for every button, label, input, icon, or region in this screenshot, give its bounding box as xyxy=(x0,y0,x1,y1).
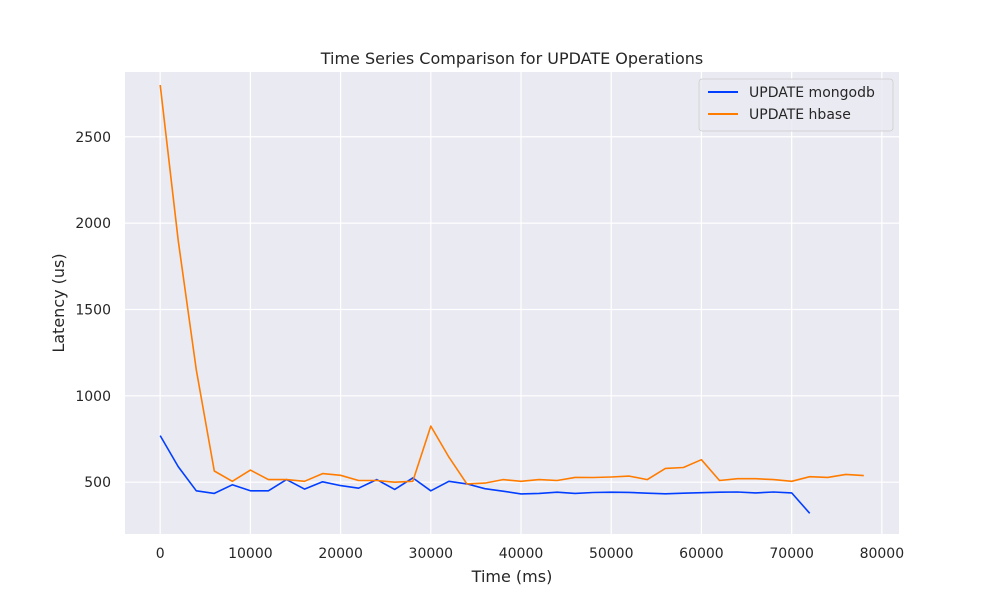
x-tick-label: 60000 xyxy=(679,546,724,562)
series-line-mongodb xyxy=(159,435,811,514)
y-tick-label: 500 xyxy=(84,475,111,491)
x-axis-label: Time (ms) xyxy=(471,567,553,586)
plot-area xyxy=(125,72,899,534)
x-tick-label: 10000 xyxy=(228,546,273,562)
legend-label-mongodb: UPDATE mongodb xyxy=(749,85,875,101)
y-tick-label: 2500 xyxy=(75,130,111,146)
legend-box xyxy=(698,78,894,132)
tick-labels: 0 10000 20000 30000 40000 50000 60000 70000 8000… xyxy=(75,130,904,562)
x-tick-label: 30000 xyxy=(409,546,454,562)
x-tick-label: 0 xyxy=(156,546,165,562)
x-tick-label: 70000 xyxy=(769,546,814,562)
y-tick-label: 1500 xyxy=(75,302,111,318)
y-tick-label: 2000 xyxy=(75,216,111,232)
legend: UPDATE mongodb UPDATE hbase xyxy=(698,78,894,132)
x-tick-label: 80000 xyxy=(860,546,905,562)
y-axis-label: Latency (us) xyxy=(49,253,68,352)
chart-title: Time Series Comparison for UPDATE Operat… xyxy=(320,49,704,68)
x-tick-label: 50000 xyxy=(589,546,634,562)
x-tick-label: 40000 xyxy=(499,546,544,562)
legend-label-hbase: UPDATE hbase xyxy=(749,107,851,123)
series-line-hbase xyxy=(159,84,864,485)
series-lines xyxy=(159,84,864,514)
y-tick-label: 1000 xyxy=(75,389,111,405)
grid-lines xyxy=(125,72,899,534)
x-tick-label: 20000 xyxy=(318,546,363,562)
